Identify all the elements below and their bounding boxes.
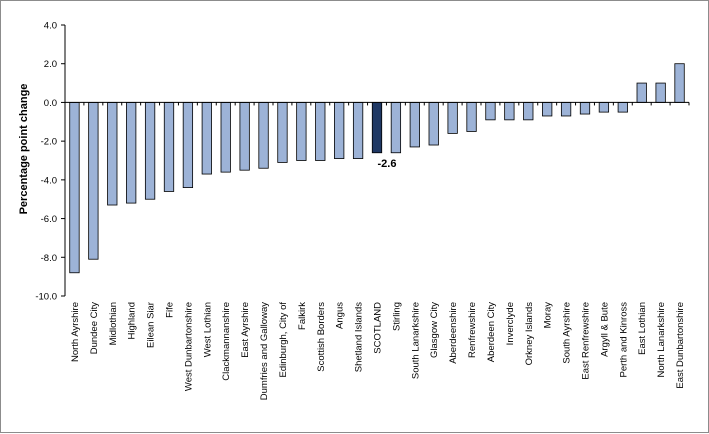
- x-tick-label: Aberdeenshire: [448, 302, 459, 364]
- x-tick-label: Glasgow City: [429, 302, 440, 358]
- bar-dumfries-and-galloway: [258, 102, 269, 169]
- bar-moray: [542, 102, 553, 117]
- x-tick-label: Angus: [335, 302, 346, 329]
- bar-orkney-islands: [523, 102, 534, 121]
- bar-argyll-bute: [598, 102, 610, 113]
- bar-clackmannanshire: [220, 102, 231, 173]
- x-tick-label: North Ayrshire: [70, 302, 81, 362]
- bar-aberdeen-city: [485, 102, 496, 121]
- x-tick-label: South Ayrshire: [562, 302, 573, 364]
- x-tick-label: Orkney Islands: [524, 302, 535, 366]
- y-tick-label: 0.0: [44, 98, 57, 109]
- x-tick-label: SCOTLAND: [373, 302, 384, 354]
- x-tick-label: Edinburgh, City of: [278, 302, 289, 378]
- bar-north-ayrshire: [69, 102, 80, 274]
- y-tick-label: 4.0: [44, 21, 57, 32]
- bar-east-ayrshire: [239, 102, 250, 171]
- y-tick-label: -8.0: [41, 253, 57, 264]
- bar-highland: [126, 102, 137, 204]
- x-tick-label: Highland: [127, 302, 138, 340]
- x-tick-label: Falkirk: [297, 302, 308, 330]
- bar-south-ayrshire: [560, 102, 572, 117]
- bar-stirling: [390, 102, 402, 154]
- x-tick-label: Inverclyde: [505, 302, 516, 345]
- bar-south-lanarkshire: [409, 102, 420, 148]
- y-tick-label: -10.0: [35, 292, 57, 303]
- x-tick-label: Shetland Islands: [354, 302, 365, 372]
- x-tick-label: Eilean Siar: [146, 302, 157, 348]
- bar-west-dunbartonshire: [182, 102, 194, 188]
- x-tick-label: Midlothian: [108, 302, 119, 345]
- bar-midlothian: [107, 102, 118, 206]
- x-tick-label: Moray: [543, 302, 554, 329]
- bar-angus: [334, 102, 345, 159]
- bar-falkirk: [296, 102, 307, 161]
- x-tick-label: Argyll & Bute: [599, 302, 610, 357]
- x-tick-label: East Ayrshire: [240, 302, 251, 358]
- bar-dundee-city: [88, 102, 99, 260]
- x-tick-label: West Lothian: [202, 302, 213, 357]
- bar-scottish-borders: [315, 102, 326, 161]
- x-tick-label: Aberdeen City: [486, 302, 497, 362]
- x-tick-label: South Lanarkshire: [410, 302, 421, 379]
- bar-renfrewshire: [466, 102, 477, 132]
- x-tick-label: East Renfrewshire: [581, 302, 592, 380]
- y-tick-label: 2.0: [44, 59, 57, 70]
- bar-eilean-siar: [144, 102, 156, 200]
- x-tick-label: Scottish Borders: [316, 302, 327, 372]
- x-tick-label: East Dunbartonshire: [675, 302, 686, 389]
- x-tick-label: Dundee City: [89, 302, 100, 355]
- x-tick-label: North Lanarkshire: [656, 302, 667, 378]
- bar-west-lothian: [201, 102, 212, 175]
- bar-glasgow-city: [428, 102, 439, 146]
- x-tick-label: Renfrewshire: [467, 302, 478, 358]
- x-tick-label: Stirling: [391, 302, 402, 331]
- y-tick-label: -6.0: [41, 214, 57, 225]
- x-tick-label: Perth and Kinross: [618, 302, 629, 378]
- bar-perth-and-kinross: [617, 102, 628, 113]
- bar-scotland: [371, 102, 383, 154]
- y-tick-label: -2.0: [41, 137, 57, 148]
- x-tick-label: East Lothian: [637, 302, 648, 355]
- x-tick-label: Fife: [165, 302, 176, 318]
- x-tick-label: West Dunbartonshire: [183, 302, 194, 391]
- y-tick-label: -4.0: [41, 175, 57, 186]
- x-tick-label: Dumfries and Galloway: [259, 302, 270, 400]
- bar-edinburgh-city-of: [277, 102, 288, 163]
- bar-inverclyde: [504, 102, 515, 121]
- data-label: -2.6: [378, 158, 397, 170]
- bar-aberdeenshire: [447, 102, 458, 134]
- bar-fife: [163, 102, 175, 192]
- bar-shetland-islands: [352, 102, 364, 159]
- bar-east-lothian: [636, 82, 647, 103]
- bar-north-lanarkshire: [655, 82, 666, 103]
- bar-east-dunbartonshire: [674, 63, 685, 103]
- bar-east-renfrewshire: [579, 102, 591, 115]
- x-tick-label: Clackmannanshire: [221, 302, 232, 381]
- y-axis-title: Percentage point change: [18, 84, 30, 215]
